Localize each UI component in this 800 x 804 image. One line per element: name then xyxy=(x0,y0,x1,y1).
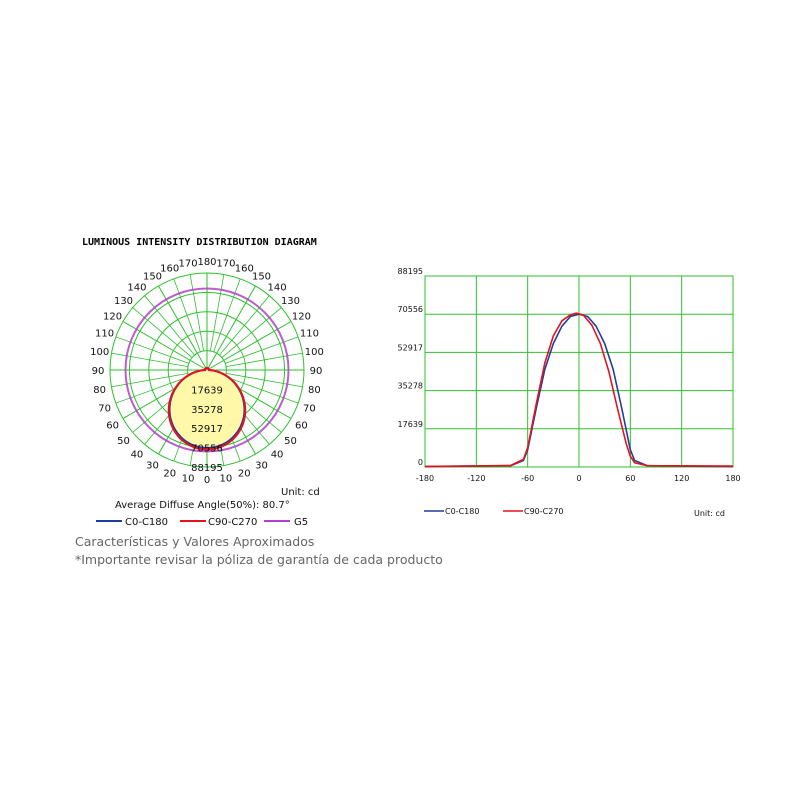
angle-label: 20 xyxy=(238,468,251,479)
x-tick-label: 0 xyxy=(576,474,581,483)
legend-g5: G5 xyxy=(294,517,308,528)
y-tick-label: 88195 xyxy=(398,267,423,276)
polar-unit: Unit: cd xyxy=(281,487,320,498)
angle-label: 80 xyxy=(308,385,321,396)
angle-label: 30 xyxy=(146,460,159,471)
polar-spoke xyxy=(209,274,225,351)
polar-spoke xyxy=(173,278,201,352)
series-line-c90-c270 xyxy=(424,312,734,468)
polar-spoke xyxy=(115,376,189,404)
polar-spoke xyxy=(132,307,193,358)
angle-label: 40 xyxy=(271,449,284,460)
polar-spoke xyxy=(115,336,189,364)
polar-spoke xyxy=(225,376,299,404)
radial-tick-labels: 17639 35278 52917 70556 88195 xyxy=(191,385,223,474)
angle-label: 70 xyxy=(98,403,111,414)
angle-label: 160 xyxy=(160,264,179,275)
polar-spoke xyxy=(226,372,303,388)
polar-spoke xyxy=(226,352,303,368)
angle-label: 110 xyxy=(95,329,114,340)
angle-label: 170 xyxy=(216,259,235,270)
angle-label: 130 xyxy=(281,296,300,307)
angle-label: 150 xyxy=(252,272,271,283)
angle-label: 20 xyxy=(163,468,176,479)
c90-fill xyxy=(168,368,246,450)
angle-label: 100 xyxy=(90,347,109,358)
angle-label: 140 xyxy=(127,283,146,294)
radial-tick-label: 17639 xyxy=(191,385,223,396)
angle-label: 10 xyxy=(220,473,233,484)
legend-c0: C0-C180 xyxy=(125,517,168,528)
radial-tick-label: 52917 xyxy=(191,424,223,435)
polar-spoke xyxy=(111,372,188,388)
angle-label: 120 xyxy=(292,312,311,323)
angle-label: 0 xyxy=(204,475,210,486)
cartesian-chart: -180 -120 -60 0 60 120 180 88195 70556 52917 35278… xyxy=(398,267,741,483)
polar-legend: C0-C180 C90-C270 G5 xyxy=(96,517,308,528)
polar-spoke xyxy=(221,307,282,358)
y-tick-label: 17639 xyxy=(398,420,423,429)
legend-c90: C90-C270 xyxy=(208,517,257,528)
angle-label: 30 xyxy=(255,460,268,471)
angle-label: 70 xyxy=(303,403,316,414)
angle-label: 40 xyxy=(131,449,144,460)
angle-label: 110 xyxy=(300,329,319,340)
x-tick-label: 120 xyxy=(674,474,689,483)
angle-label: 120 xyxy=(103,312,122,323)
polar-spoke xyxy=(225,336,299,364)
radial-tick-label: 35278 xyxy=(191,405,223,416)
y-tick-label: 52917 xyxy=(398,343,423,352)
angle-label: 60 xyxy=(295,421,308,432)
y-tick-label: 0 xyxy=(418,458,423,467)
x-tick-label: -60 xyxy=(521,474,534,483)
cartesian-grid xyxy=(424,275,734,468)
cartesian-unit: Unit: cd xyxy=(694,509,725,518)
avg-diffuse-angle: Average Diffuse Angle(50%): 80.7° xyxy=(115,500,290,511)
cartesian-series xyxy=(424,312,734,468)
x-tick-label: 60 xyxy=(625,474,635,483)
angle-label: 130 xyxy=(114,296,133,307)
cart-legend-c90: C90-C270 xyxy=(524,507,564,516)
radial-tick-label: 70556 xyxy=(191,444,223,455)
angle-label: 160 xyxy=(235,264,254,275)
angle-label: 100 xyxy=(305,347,324,358)
y-tick-label: 35278 xyxy=(398,382,423,391)
footnote-characteristics: Características y Valores Aproximados xyxy=(75,534,315,549)
y-tick-label: 70556 xyxy=(398,305,423,314)
polar-curve-c90-c270 xyxy=(167,367,247,451)
polar-spoke xyxy=(111,352,188,368)
angle-label: 90 xyxy=(92,366,105,377)
cart-legend-c0: C0-C180 xyxy=(445,507,479,516)
angle-label: 180 xyxy=(197,257,216,268)
angle-label: 10 xyxy=(182,473,195,484)
radial-tick-label: 88195 xyxy=(191,463,223,474)
angle-label: 50 xyxy=(117,436,130,447)
angle-label: 90 xyxy=(310,366,323,377)
x-tick-label: 180 xyxy=(725,474,740,483)
cartesian-legend: C0-C180 C90-C270 xyxy=(424,507,564,516)
g5-curve xyxy=(124,287,290,453)
angle-label: 150 xyxy=(143,272,162,283)
cartesian-tick-labels: -180 -120 -60 0 60 120 180 88195 70556 52917 35278… xyxy=(398,267,741,483)
x-tick-label: -180 xyxy=(416,474,434,483)
angle-label: 140 xyxy=(268,283,287,294)
polar-title: LUMINOUS INTENSITY DISTRIBUTION DIAGRAM xyxy=(82,237,317,248)
polar-spoke xyxy=(219,295,270,356)
angle-label: 80 xyxy=(93,385,106,396)
polar-spoke xyxy=(144,295,195,356)
angle-label: 60 xyxy=(106,421,119,432)
angle-label: 50 xyxy=(284,436,297,447)
x-tick-label: -120 xyxy=(467,474,485,483)
polar-spoke xyxy=(189,274,205,351)
angle-label: 170 xyxy=(179,259,198,270)
footnote-warranty: *Importante revisar la póliza de garantí… xyxy=(75,552,443,567)
polar-spoke xyxy=(213,278,241,352)
angle-labels: 1801701601501401301201101009080706050403… xyxy=(90,257,324,486)
